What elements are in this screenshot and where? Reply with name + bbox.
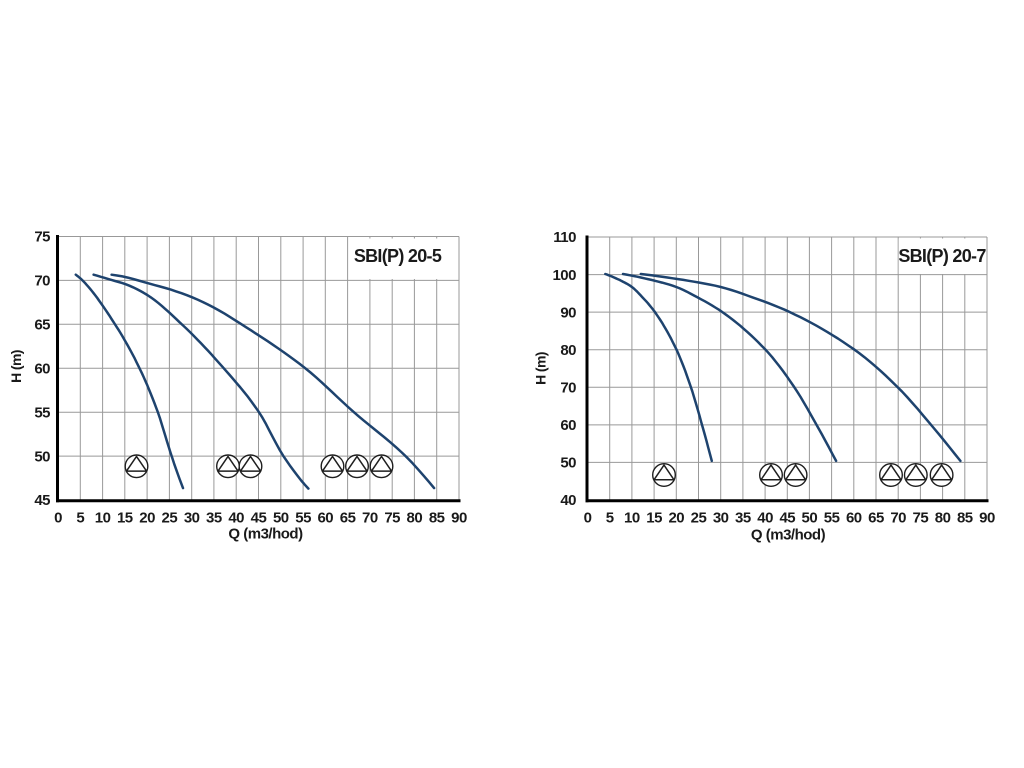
svg-text:40: 40 xyxy=(560,492,576,509)
svg-text:80: 80 xyxy=(560,342,576,359)
svg-text:25: 25 xyxy=(162,510,178,527)
svg-text:90: 90 xyxy=(560,304,576,321)
svg-text:70: 70 xyxy=(362,510,378,527)
svg-text:15: 15 xyxy=(117,510,133,527)
svg-text:60: 60 xyxy=(34,360,50,377)
svg-text:40: 40 xyxy=(228,510,244,527)
svg-text:70: 70 xyxy=(890,510,906,527)
svg-text:45: 45 xyxy=(779,510,795,527)
svg-text:70: 70 xyxy=(34,273,50,290)
svg-text:0: 0 xyxy=(54,510,62,527)
svg-text:60: 60 xyxy=(846,510,862,527)
svg-text:10: 10 xyxy=(95,510,111,527)
svg-text:0: 0 xyxy=(584,510,592,527)
svg-text:75: 75 xyxy=(913,510,929,527)
svg-text:30: 30 xyxy=(713,510,729,527)
svg-text:65: 65 xyxy=(340,510,356,527)
svg-text:55: 55 xyxy=(34,404,50,421)
svg-text:65: 65 xyxy=(868,510,884,527)
svg-text:10: 10 xyxy=(624,510,640,527)
svg-text:5: 5 xyxy=(606,510,614,527)
svg-text:H (m): H (m) xyxy=(8,350,24,383)
svg-text:100: 100 xyxy=(552,267,576,284)
svg-text:80: 80 xyxy=(407,510,423,527)
svg-text:Q (m3/hod): Q (m3/hod) xyxy=(751,527,826,544)
svg-text:50: 50 xyxy=(34,448,50,465)
svg-text:15: 15 xyxy=(646,510,662,527)
svg-text:H (m): H (m) xyxy=(532,352,548,385)
svg-text:75: 75 xyxy=(384,510,400,527)
svg-text:20: 20 xyxy=(668,510,684,527)
svg-text:50: 50 xyxy=(802,510,818,527)
svg-text:55: 55 xyxy=(824,510,840,527)
svg-text:55: 55 xyxy=(295,510,311,527)
svg-text:5: 5 xyxy=(76,510,84,527)
svg-text:85: 85 xyxy=(429,510,445,527)
svg-text:85: 85 xyxy=(957,510,973,527)
svg-text:35: 35 xyxy=(206,510,222,527)
svg-text:60: 60 xyxy=(317,510,333,527)
svg-text:Q (m3/hod): Q (m3/hod) xyxy=(228,526,303,543)
svg-text:45: 45 xyxy=(251,510,267,527)
svg-text:SBI(P) 20-7: SBI(P) 20-7 xyxy=(898,246,986,266)
svg-text:50: 50 xyxy=(273,510,289,527)
svg-text:90: 90 xyxy=(451,510,467,527)
svg-text:45: 45 xyxy=(34,492,50,509)
svg-text:20: 20 xyxy=(139,510,155,527)
svg-text:60: 60 xyxy=(560,417,576,434)
svg-text:110: 110 xyxy=(553,229,576,246)
svg-text:35: 35 xyxy=(735,510,751,527)
svg-text:90: 90 xyxy=(979,510,995,527)
svg-text:30: 30 xyxy=(184,510,200,527)
svg-text:50: 50 xyxy=(560,455,576,472)
svg-text:65: 65 xyxy=(34,317,50,334)
svg-text:SBI(P) 20-5: SBI(P) 20-5 xyxy=(354,246,442,266)
svg-text:70: 70 xyxy=(560,380,576,397)
svg-text:75: 75 xyxy=(34,229,50,246)
svg-text:40: 40 xyxy=(757,510,773,527)
svg-text:25: 25 xyxy=(691,510,707,527)
svg-text:80: 80 xyxy=(935,510,951,527)
